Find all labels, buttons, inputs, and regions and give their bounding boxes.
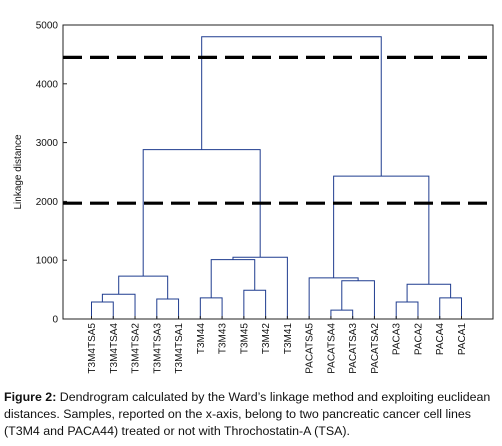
y-tick-label: 5000 (36, 21, 59, 32)
leaf-label: T3M4TSA5 (87, 323, 98, 374)
leaf-label: PACA4 (435, 323, 446, 355)
leaf-label: PACATSA5 (305, 323, 316, 374)
leaf-label: PACA3 (392, 323, 403, 355)
y-tick-label: 1000 (36, 256, 59, 267)
figure-caption: Figure 2: Dendrogram calculated by the W… (4, 389, 498, 440)
dendrogram-link (243, 289, 267, 319)
dendrogram-link (232, 256, 288, 319)
leaf-label: T3M4TSA2 (131, 323, 142, 374)
dendrogram-link (341, 280, 375, 319)
leaf-label: PACATSA2 (370, 323, 381, 374)
leaf-label: T3M41 (283, 323, 294, 355)
dendrogram-link (199, 297, 223, 319)
caption-label: Figure 2: (4, 390, 57, 404)
leaf-label: PACA2 (413, 323, 424, 355)
leaf-label: PACATSA3 (348, 323, 359, 374)
leaf-labels: T3M4TSA5 T3M4TSA4 T3M4TSA2 T3M4TSA3 T3M4TSA1… (87, 316, 468, 374)
dendrogram-link (101, 293, 136, 319)
dendrogram-link (395, 301, 419, 319)
dendrogram-branches (91, 36, 462, 319)
y-axis-ticks: 0 1000 2000 3000 4000 5000 (36, 21, 67, 326)
y-tick-label: 0 (52, 315, 58, 326)
cut-lines (63, 55, 493, 205)
caption-text: Dendrogram calculated by the Ward’s link… (4, 390, 491, 438)
leaf-label: T3M4TSA3 (152, 323, 163, 374)
dendrogram-link (201, 36, 382, 177)
dendrogram-link (333, 175, 430, 285)
dendrogram-link (156, 298, 180, 319)
leaf-label: T3M4TSA1 (174, 323, 185, 374)
leaf-label: T3M44 (196, 323, 207, 355)
leaf-label: PACATSA4 (326, 323, 337, 374)
leaf-label: T3M43 (218, 323, 229, 355)
dendrogram-link (308, 277, 359, 319)
dendrogram-link (330, 309, 354, 319)
y-axis-label: Linkage distance (13, 134, 24, 209)
leaf-label: T3M45 (239, 323, 250, 355)
leaf-label: PACA1 (457, 323, 468, 355)
dendrogram-link (406, 283, 452, 302)
leaf-label: T3M42 (261, 323, 272, 355)
dendrogram-link (118, 275, 169, 300)
y-tick-label: 2000 (36, 197, 59, 208)
dendrogram-link (91, 301, 114, 319)
dendrogram-link (210, 259, 256, 298)
y-tick-label: 4000 (36, 79, 59, 90)
plot-frame (62, 24, 494, 320)
y-tick-label: 3000 (36, 138, 59, 149)
dendrogram-link (439, 297, 462, 319)
leaf-label: T3M4TSA4 (109, 323, 120, 374)
